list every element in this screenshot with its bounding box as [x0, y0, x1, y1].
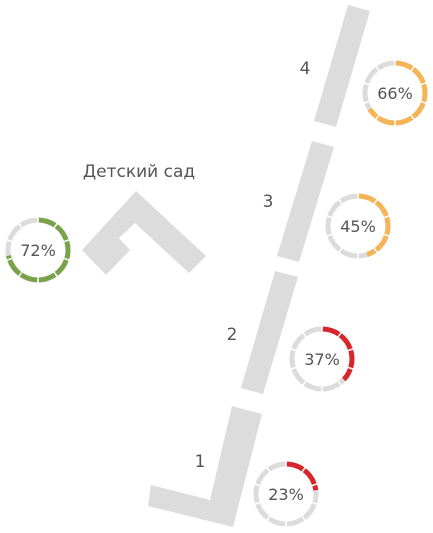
ring-fill-segment	[38, 217, 57, 228]
ring-fill-segment	[338, 333, 353, 350]
building-1-number: 1	[195, 452, 206, 472]
ring-track-segment	[376, 60, 395, 71]
ring-track-segment	[267, 516, 286, 527]
building-2-percent-label: 37%	[304, 350, 340, 369]
building-3-number: 3	[263, 192, 274, 212]
ring-track-segment	[322, 381, 341, 392]
ring-fill-segment	[7, 259, 22, 276]
building-3-shape	[277, 141, 334, 262]
ring-fill-segment	[322, 326, 341, 337]
building-1-progress-ring: 23%	[253, 461, 319, 527]
ring-fill-segment	[358, 193, 377, 204]
ring-fill-segment	[54, 259, 69, 276]
ring-fill-segment	[421, 83, 428, 103]
ring-track-segment	[325, 216, 332, 236]
ring-track-segment	[303, 326, 322, 337]
building-4-number: 4	[300, 59, 311, 79]
ring-track-segment	[339, 248, 358, 259]
ring-track-segment	[19, 217, 38, 228]
ring-track-segment	[255, 503, 270, 520]
ring-fill-segment	[384, 216, 391, 236]
building-4-progress-ring: 66%	[362, 60, 428, 126]
ring-fill-segment	[302, 468, 317, 485]
ring-fill-segment	[374, 200, 389, 217]
building-4-percent-label: 66%	[377, 84, 413, 103]
building-1-shape	[148, 406, 262, 527]
building-2-progress-ring: 37%	[289, 326, 355, 392]
building-4-shape	[314, 5, 370, 127]
building-1-percent-label: 23%	[268, 485, 304, 504]
building-shapes	[82, 5, 370, 527]
ring-fill-segment	[19, 272, 38, 283]
ring-track-segment	[267, 461, 286, 472]
ring-track-segment	[339, 193, 358, 204]
ring-track-segment	[302, 503, 317, 520]
ring-fill-segment	[286, 461, 305, 472]
kindergarten-percent-label: 72%	[20, 241, 56, 260]
building-3-percent-label: 45%	[340, 217, 376, 236]
ring-fill-segment	[395, 60, 414, 71]
ring-fill-segment	[341, 368, 353, 382]
ring-track-segment	[289, 349, 296, 369]
ring-track-segment	[364, 67, 379, 84]
ring-track-segment	[286, 516, 305, 527]
ring-fill-segment	[38, 272, 57, 283]
kindergarten-label: Детский сад	[83, 162, 195, 182]
ring-track-segment	[362, 83, 369, 103]
ring-fill-segment	[348, 349, 355, 369]
ring-track-segment	[253, 484, 260, 504]
ring-track-segment	[291, 368, 306, 385]
building-2-number: 2	[227, 325, 238, 345]
ring-track-segment	[327, 200, 342, 217]
building-2-shape	[241, 271, 298, 394]
ring-fill-segment	[366, 248, 377, 257]
ring-track-segment	[303, 381, 322, 392]
ring-fill-segment	[374, 235, 389, 252]
ring-track-segment	[255, 468, 270, 485]
ring-fill-segment	[312, 484, 319, 491]
ring-fill-segment	[395, 115, 414, 126]
ring-fill-segment	[376, 115, 395, 126]
ring-track-segment	[291, 333, 306, 350]
building-3-progress-ring: 45%	[325, 193, 391, 259]
ring-fill-segment	[411, 102, 426, 119]
ring-track-segment	[7, 224, 22, 241]
ring-fill-segment	[367, 107, 379, 119]
ring-fill-segment	[6, 255, 12, 260]
kindergarten-progress-ring: 72%	[5, 217, 71, 283]
ring-fill-segment	[64, 240, 71, 260]
kindergarten-shape	[82, 191, 206, 275]
ring-fill-segment	[54, 224, 69, 241]
ring-fill-segment	[411, 67, 426, 84]
ring-track-segment	[327, 235, 342, 252]
